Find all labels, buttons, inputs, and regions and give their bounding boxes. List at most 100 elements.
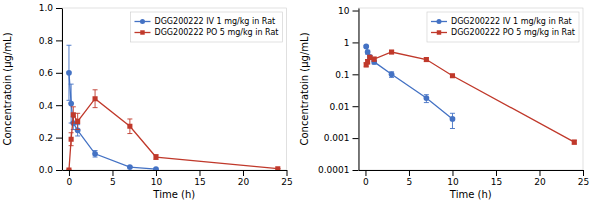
x-tick-label: 20 (534, 177, 546, 187)
y-tick-label: 0.4 (39, 101, 54, 111)
x-axis: 0 5 10 15 20 25 (63, 170, 293, 187)
x-tick-mark (496, 170, 497, 176)
y-tick-label: 0.01 (329, 102, 349, 112)
y-tick-label: 0.0 (39, 165, 54, 175)
error-bar (389, 50, 394, 53)
legend-label: DGG200222 PO 5 mg/kg in Rat (154, 28, 278, 37)
x-tick-mark (539, 170, 540, 176)
y-tick-mark (56, 170, 62, 171)
y-tick-label: 1 (344, 38, 350, 48)
error-bar (372, 57, 377, 61)
x-axis-title: Time (h) (152, 189, 195, 200)
marker (275, 166, 280, 170)
y-tick-label: 0.1 (335, 70, 349, 80)
legend-label: DGG200222 IV 1 mg/kg in Rat (154, 17, 275, 26)
legend-item: DGG200222 PO 5 mg/kg in Rat (431, 28, 575, 37)
marker (68, 101, 74, 107)
y-tick-mark (56, 73, 62, 74)
marker (423, 95, 429, 101)
series-line (69, 73, 156, 169)
x-tick-mark (365, 170, 366, 176)
x-tick-label: 15 (194, 177, 205, 187)
marker (93, 96, 98, 101)
legend-item: DGG200222 PO 5 mg/kg in Rat (134, 28, 278, 37)
legend-swatch-marker (436, 19, 441, 24)
y-tick: 0.2 (39, 133, 62, 143)
marker (363, 44, 369, 50)
error-bar (71, 107, 76, 123)
x-tick: 20 (238, 170, 250, 187)
x-tick: 5 (407, 170, 413, 187)
plot-area (66, 45, 280, 170)
series (66, 45, 159, 170)
error-bar (365, 60, 370, 64)
y-tick-mark (56, 105, 62, 106)
error-bar (572, 140, 577, 144)
y-tick: 1 (344, 38, 359, 48)
x-tick-mark (112, 170, 113, 176)
error-bar (389, 72, 394, 78)
x-tick-mark (243, 170, 244, 176)
marker (92, 151, 98, 157)
x-tick: 15 (491, 170, 502, 187)
series-line (366, 52, 574, 142)
x-tick-label: 25 (578, 177, 589, 187)
marker (389, 49, 394, 54)
plot-frame (62, 8, 287, 170)
y-tick-label: 0.001 (324, 133, 350, 143)
marker (66, 167, 71, 170)
x-axis-line (63, 170, 288, 171)
y-tick-mark (56, 40, 62, 41)
x-tick: 10 (151, 170, 163, 187)
x-tick-mark (69, 170, 70, 176)
error-bar (153, 155, 158, 160)
x-tick: 10 (447, 170, 459, 187)
marker (66, 70, 72, 76)
marker (389, 71, 395, 77)
error-bar (450, 113, 455, 128)
y-axis-line (359, 9, 360, 171)
error-bar (367, 55, 372, 59)
marker (367, 55, 372, 60)
y-tick: 0.4 (39, 101, 62, 111)
legend: DGG200222 IV 1 mg/kg in Rat DGG200222 PO … (130, 12, 282, 42)
y-tick: 0.0001 (318, 165, 359, 175)
legend-swatch-marker (140, 30, 144, 34)
x-tick-mark (156, 170, 157, 176)
marker (75, 119, 80, 124)
y-tick: 10 (338, 6, 358, 16)
x-tick: 0 (363, 170, 369, 187)
marker (372, 57, 377, 62)
x-axis: 0 5 10 15 20 25 (359, 170, 589, 187)
y-tick-label: 1.0 (39, 3, 54, 13)
y-tick: 0.0 (39, 165, 62, 175)
x-tick: 0 (67, 170, 73, 187)
y-tick-label: 10 (338, 6, 350, 16)
legend-box (130, 12, 282, 42)
marker (71, 112, 76, 117)
panel: 05101520250.00010.0010.010.1110Time (h)C… (299, 6, 590, 200)
y-tick-label: 0.8 (39, 36, 54, 46)
x-tick: 25 (578, 170, 589, 187)
x-tick: 25 (281, 170, 292, 187)
y-tick-label: 0.2 (39, 133, 53, 143)
y-axis: 0.0 0.2 0.4 0.6 0.8 1.0 (39, 3, 63, 175)
x-tick-label: 15 (491, 177, 502, 187)
legend-box (427, 12, 579, 42)
x-tick-label: 5 (110, 177, 116, 187)
y-tick-mark (353, 11, 359, 12)
y-tick-mark (353, 138, 359, 139)
x-tick-mark (199, 170, 200, 176)
x-tick-mark (583, 170, 584, 176)
legend-item: DGG200222 IV 1 mg/kg in Rat (134, 17, 275, 26)
x-tick-label: 10 (447, 177, 459, 187)
legend-swatch-marker (437, 30, 441, 34)
y-tick: 1.0 (39, 3, 62, 13)
error-bar (93, 151, 98, 157)
y-tick: 0.8 (39, 36, 62, 46)
y-axis: 0.0001 0.001 0.01 0.1 1 10 (318, 6, 359, 175)
y-tick: 0.6 (39, 68, 62, 78)
y-tick-mark (353, 170, 359, 171)
error-bar (69, 133, 74, 146)
legend-label: DGG200222 IV 1 mg/kg in Rat (451, 17, 572, 26)
